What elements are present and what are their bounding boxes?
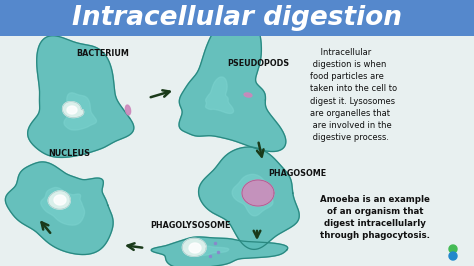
Polygon shape bbox=[41, 188, 84, 225]
Text: NUCLEUS: NUCLEUS bbox=[48, 148, 90, 157]
Text: BACTERIUM: BACTERIUM bbox=[77, 49, 129, 59]
Text: Intracellular digestion: Intracellular digestion bbox=[72, 5, 402, 31]
Polygon shape bbox=[48, 191, 70, 209]
Polygon shape bbox=[449, 245, 457, 253]
Polygon shape bbox=[232, 174, 273, 216]
Text: PSEUDOPODS: PSEUDOPODS bbox=[227, 60, 289, 69]
Polygon shape bbox=[64, 93, 97, 130]
Polygon shape bbox=[184, 246, 229, 256]
Polygon shape bbox=[27, 36, 134, 157]
Polygon shape bbox=[199, 147, 299, 250]
Polygon shape bbox=[189, 243, 201, 253]
FancyBboxPatch shape bbox=[0, 0, 474, 36]
Polygon shape bbox=[182, 238, 206, 256]
Polygon shape bbox=[206, 77, 234, 114]
Text: Intracellular
 digestion is when
food particles are
taken into the cell to
diges: Intracellular digestion is when food par… bbox=[310, 48, 397, 142]
Polygon shape bbox=[151, 237, 288, 266]
Polygon shape bbox=[67, 106, 77, 114]
Text: Amoeba is an example
of an organism that
digest intracellularly
through phagocyt: Amoeba is an example of an organism that… bbox=[320, 195, 430, 240]
Polygon shape bbox=[449, 252, 457, 260]
Text: PHAGOSOME: PHAGOSOME bbox=[268, 168, 326, 177]
Text: PHAGOLYSOSOME: PHAGOLYSOSOME bbox=[150, 222, 230, 231]
Polygon shape bbox=[63, 102, 83, 118]
Polygon shape bbox=[242, 180, 274, 206]
Polygon shape bbox=[126, 105, 131, 115]
Polygon shape bbox=[5, 162, 113, 255]
Polygon shape bbox=[179, 12, 286, 152]
Polygon shape bbox=[244, 93, 252, 97]
Polygon shape bbox=[54, 195, 66, 205]
